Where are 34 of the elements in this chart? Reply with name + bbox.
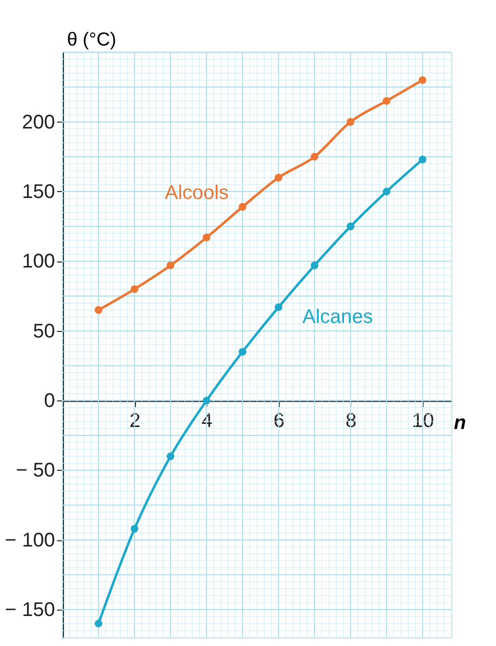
y-tick-label: 200: [22, 111, 56, 134]
point: [238, 348, 246, 356]
point: [130, 285, 138, 293]
point: [202, 396, 210, 404]
series-label: Alcanes: [302, 306, 373, 328]
x-tick-label: 10: [412, 410, 434, 432]
point: [346, 222, 354, 230]
point: [382, 188, 390, 196]
y-tick-label: 0: [44, 390, 56, 412]
y-tick-label: 150: [22, 180, 56, 203]
point: [418, 156, 426, 164]
point: [274, 174, 282, 182]
point: [238, 203, 246, 211]
y-tick-label: − 150: [4, 599, 56, 622]
point: [130, 524, 138, 533]
y-axis-title: θ (°C): [66, 28, 116, 50]
y-tick-label: − 100: [4, 529, 56, 552]
point: [346, 118, 354, 126]
series-label: Alcools: [164, 182, 229, 204]
y-tick-label: 100: [22, 250, 56, 273]
x-axis-title: n: [454, 412, 466, 434]
y-tick-label: − 50: [16, 460, 56, 482]
point: [166, 262, 174, 270]
point: [94, 306, 102, 314]
point: [310, 262, 318, 270]
point: [382, 97, 390, 105]
x-tick-label: 8: [346, 410, 357, 432]
y-tick-label: 50: [32, 320, 56, 342]
point: [274, 303, 282, 312]
point: [94, 620, 102, 628]
point: [418, 76, 426, 84]
point: [166, 452, 174, 460]
point: [202, 234, 210, 242]
point: [310, 152, 318, 161]
